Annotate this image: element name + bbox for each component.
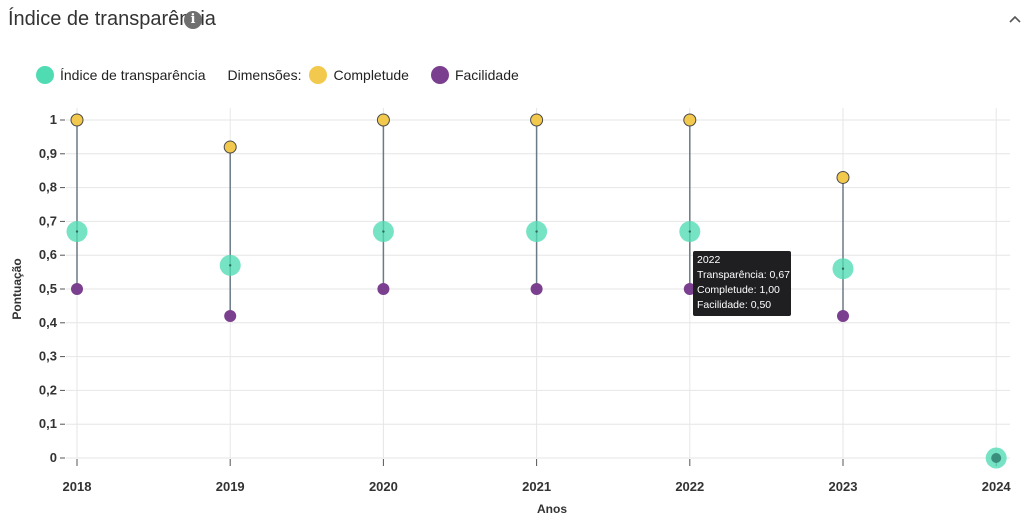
y-tick-label: 0,5 (39, 281, 57, 296)
x-tick-label: 2024 (982, 479, 1012, 494)
y-tick-label: 0,6 (39, 247, 57, 262)
y-tick-label: 0,3 (39, 349, 57, 364)
info-icon[interactable]: i (184, 11, 202, 29)
legend-item-facilidade[interactable]: Facilidade (430, 66, 519, 84)
panel-header: Índice de transparência i (0, 0, 1024, 40)
tooltip-facilidade: Facilidade: 0,50 (697, 299, 772, 311)
index-point-inner (991, 453, 1002, 463)
y-axis-label: Pontuação (10, 258, 24, 319)
y-tick-label: 0,7 (39, 213, 57, 228)
completude-point (376, 113, 390, 127)
index-point-center (75, 230, 79, 233)
completude-point (836, 170, 850, 184)
legend-label-completude: Completude (333, 67, 409, 83)
index-point-center (841, 267, 845, 270)
facilidade-point (377, 283, 390, 295)
facilidade-point (71, 283, 83, 295)
y-tick-label: 0,8 (39, 180, 57, 195)
y-tick-label: 0,1 (39, 416, 57, 431)
x-tick-label: 2022 (675, 479, 704, 494)
completude-point (530, 113, 544, 127)
x-axis-label: Anos (537, 502, 567, 516)
x-tick-label: 2021 (522, 479, 551, 494)
legend-swatch-facilidade (430, 66, 449, 84)
tooltip-year: 2022 (697, 254, 721, 266)
y-tick-label: 0,4 (39, 315, 58, 330)
tooltip-completude: Completude: 1,00 (697, 284, 780, 296)
chart-tooltip: 2022 Transparência: 0,67 Completude: 1,0… (693, 251, 791, 316)
facilidade-point (683, 283, 696, 295)
chart-legend: Índice de transparência Dimensões: Compl… (36, 64, 519, 86)
legend-swatch-completude (309, 66, 328, 84)
chevron-up-icon[interactable] (1008, 12, 1022, 26)
index-point-center (382, 230, 385, 233)
legend-dimensions-label: Dimensões: (227, 67, 302, 83)
facilidade-point (224, 310, 237, 323)
completude-point (70, 113, 84, 127)
completude-point (683, 113, 697, 127)
panel-title: Índice de transparência (8, 8, 216, 30)
y-tick-label: 0,9 (39, 146, 57, 161)
y-tick-label: 1 (50, 112, 57, 127)
tooltip-transparencia: Transparência: 0,67 (697, 269, 790, 281)
facilidade-point (530, 283, 543, 295)
legend-label-facilidade: Facilidade (454, 67, 519, 83)
legend-label-index: Índice de transparência (60, 67, 206, 83)
x-tick-label: 2019 (216, 479, 245, 494)
y-tick-label: 0 (50, 450, 57, 465)
legend-item-completude[interactable]: Completude (309, 66, 409, 84)
x-tick-label: 2023 (829, 479, 858, 494)
x-tick-label: 2018 (63, 479, 92, 494)
index-point-center (688, 230, 691, 233)
index-point-center (229, 264, 232, 267)
index-point-center (535, 230, 538, 233)
legend-swatch-index (36, 66, 54, 84)
completude-point (223, 140, 237, 154)
x-tick-label: 2020 (369, 479, 398, 494)
facilidade-point (837, 310, 849, 323)
legend-item-index[interactable]: Índice de transparência (36, 66, 206, 84)
y-tick-label: 0,2 (39, 382, 57, 397)
